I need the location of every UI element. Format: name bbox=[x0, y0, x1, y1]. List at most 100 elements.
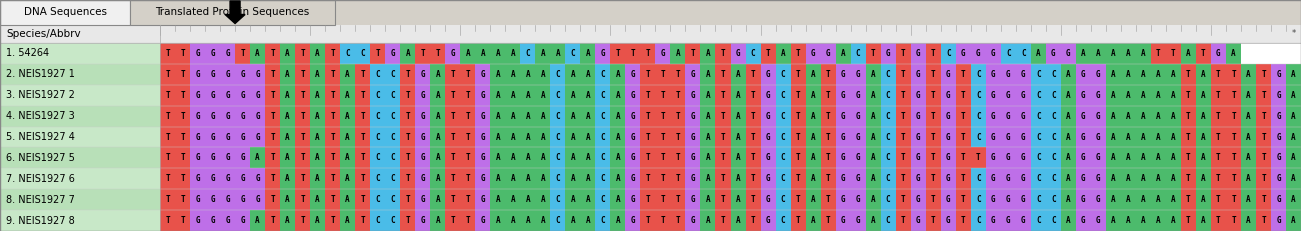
FancyBboxPatch shape bbox=[325, 168, 340, 189]
FancyBboxPatch shape bbox=[596, 64, 610, 85]
FancyBboxPatch shape bbox=[805, 168, 821, 189]
Text: T: T bbox=[1216, 70, 1220, 79]
FancyBboxPatch shape bbox=[821, 85, 835, 106]
Text: G: G bbox=[211, 174, 215, 183]
Text: G: G bbox=[1216, 49, 1220, 58]
Text: T: T bbox=[181, 216, 185, 225]
FancyBboxPatch shape bbox=[520, 127, 535, 147]
FancyBboxPatch shape bbox=[1211, 43, 1226, 64]
Text: G: G bbox=[1021, 174, 1025, 183]
FancyBboxPatch shape bbox=[445, 106, 461, 127]
FancyBboxPatch shape bbox=[461, 85, 475, 106]
FancyBboxPatch shape bbox=[190, 64, 206, 85]
Text: G: G bbox=[225, 216, 230, 225]
Text: C: C bbox=[946, 49, 951, 58]
FancyBboxPatch shape bbox=[1226, 43, 1241, 64]
Text: G: G bbox=[946, 112, 951, 121]
FancyBboxPatch shape bbox=[986, 168, 1000, 189]
FancyBboxPatch shape bbox=[1151, 43, 1166, 64]
FancyBboxPatch shape bbox=[280, 210, 295, 231]
FancyBboxPatch shape bbox=[1121, 127, 1136, 147]
FancyBboxPatch shape bbox=[1181, 127, 1196, 147]
Text: A: A bbox=[510, 195, 515, 204]
Text: A: A bbox=[1141, 112, 1146, 121]
FancyBboxPatch shape bbox=[415, 147, 431, 168]
Text: T: T bbox=[721, 216, 725, 225]
FancyBboxPatch shape bbox=[926, 43, 941, 64]
Text: T: T bbox=[645, 153, 650, 162]
Text: G: G bbox=[211, 112, 215, 121]
Text: G: G bbox=[735, 49, 740, 58]
FancyBboxPatch shape bbox=[401, 127, 415, 147]
Text: G: G bbox=[840, 112, 846, 121]
Text: T: T bbox=[961, 91, 965, 100]
FancyBboxPatch shape bbox=[580, 210, 596, 231]
FancyBboxPatch shape bbox=[610, 147, 626, 168]
FancyBboxPatch shape bbox=[986, 189, 1000, 210]
FancyBboxPatch shape bbox=[1060, 85, 1076, 106]
FancyBboxPatch shape bbox=[1121, 147, 1136, 168]
FancyBboxPatch shape bbox=[520, 64, 535, 85]
FancyBboxPatch shape bbox=[371, 106, 385, 127]
FancyBboxPatch shape bbox=[431, 127, 445, 147]
Text: A: A bbox=[1171, 195, 1176, 204]
Text: T: T bbox=[165, 70, 170, 79]
FancyBboxPatch shape bbox=[190, 106, 206, 127]
FancyBboxPatch shape bbox=[220, 85, 235, 106]
Text: T: T bbox=[1261, 112, 1266, 121]
Text: A: A bbox=[811, 91, 816, 100]
Text: T: T bbox=[330, 195, 334, 204]
Text: T: T bbox=[165, 133, 170, 142]
Text: A: A bbox=[345, 112, 350, 121]
FancyBboxPatch shape bbox=[1060, 189, 1076, 210]
Text: T: T bbox=[1261, 91, 1266, 100]
FancyBboxPatch shape bbox=[235, 168, 250, 189]
FancyBboxPatch shape bbox=[1166, 168, 1181, 189]
FancyBboxPatch shape bbox=[550, 43, 566, 64]
FancyBboxPatch shape bbox=[1030, 43, 1046, 64]
FancyBboxPatch shape bbox=[610, 43, 626, 64]
Text: T: T bbox=[661, 216, 665, 225]
Text: T: T bbox=[301, 174, 304, 183]
Text: A: A bbox=[540, 195, 545, 204]
FancyBboxPatch shape bbox=[490, 64, 505, 85]
FancyBboxPatch shape bbox=[1166, 64, 1181, 85]
FancyBboxPatch shape bbox=[805, 147, 821, 168]
Text: A: A bbox=[1066, 153, 1071, 162]
FancyBboxPatch shape bbox=[371, 127, 385, 147]
Text: T: T bbox=[271, 91, 275, 100]
Text: G: G bbox=[1276, 174, 1280, 183]
Text: G: G bbox=[1051, 49, 1055, 58]
Text: G: G bbox=[856, 133, 860, 142]
Text: G: G bbox=[225, 153, 230, 162]
FancyBboxPatch shape bbox=[1181, 147, 1196, 168]
Text: T: T bbox=[751, 70, 756, 79]
FancyBboxPatch shape bbox=[1241, 85, 1255, 106]
FancyBboxPatch shape bbox=[1060, 43, 1076, 64]
Text: G: G bbox=[480, 70, 485, 79]
Text: G: G bbox=[946, 195, 951, 204]
FancyBboxPatch shape bbox=[280, 147, 295, 168]
FancyBboxPatch shape bbox=[1000, 127, 1016, 147]
Text: C: C bbox=[976, 133, 981, 142]
Text: G: G bbox=[1021, 70, 1025, 79]
FancyBboxPatch shape bbox=[1166, 147, 1181, 168]
FancyBboxPatch shape bbox=[461, 189, 475, 210]
FancyBboxPatch shape bbox=[1090, 43, 1106, 64]
Text: T: T bbox=[330, 70, 334, 79]
FancyBboxPatch shape bbox=[160, 210, 176, 231]
Text: C: C bbox=[1051, 216, 1055, 225]
Text: A: A bbox=[540, 49, 545, 58]
Text: T: T bbox=[930, 216, 935, 225]
Text: G: G bbox=[1095, 195, 1101, 204]
Text: G: G bbox=[766, 153, 770, 162]
FancyBboxPatch shape bbox=[941, 127, 956, 147]
Text: A: A bbox=[540, 91, 545, 100]
FancyBboxPatch shape bbox=[730, 106, 745, 127]
FancyBboxPatch shape bbox=[1151, 189, 1166, 210]
FancyBboxPatch shape bbox=[190, 43, 206, 64]
Text: T: T bbox=[900, 112, 905, 121]
FancyBboxPatch shape bbox=[176, 85, 190, 106]
Text: A: A bbox=[811, 216, 816, 225]
Text: T: T bbox=[721, 70, 725, 79]
